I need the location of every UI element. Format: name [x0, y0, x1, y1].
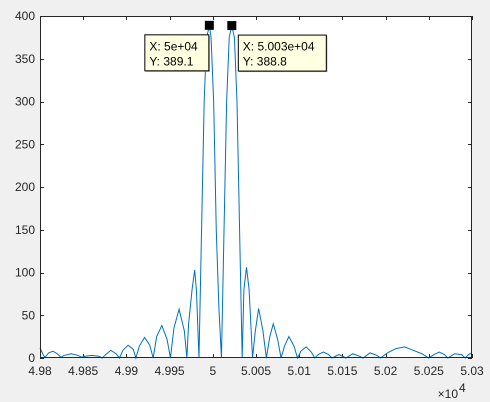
y-tick-label: 0 [28, 351, 35, 365]
datatip-box [237, 34, 327, 72]
datatip: X: 5e+04Y: 389.1 [144, 20, 214, 72]
datatip-marker [227, 21, 237, 31]
x-tick-label: 4.99 [115, 364, 139, 378]
x-exponent-label: ×10 [438, 387, 459, 401]
x-tick-label: 5.015 [327, 364, 357, 378]
tick-labels: 4.98 4.985 4.99 4.995 5 5.005 5.01 5.015 5.02 5.0… [15, 9, 484, 378]
datatip-x-text: X: 5e+04 [149, 39, 198, 53]
x-tick-label: 5 [209, 364, 216, 378]
x-tick-label: 5.03 [460, 364, 484, 378]
y-tick-label: 150 [15, 223, 35, 237]
x-tick-label: 5.025 [414, 364, 444, 378]
y-tick-label: 250 [15, 137, 35, 151]
datatip-y-text: Y: 388.8 [243, 55, 287, 69]
series-line [39, 25, 473, 360]
y-tick-label: 300 [15, 95, 35, 109]
datatip-marker [204, 20, 214, 30]
datatip-y-text: Y: 389.1 [149, 54, 193, 68]
y-tick-label: 50 [22, 308, 36, 322]
y-tick-label: 400 [15, 9, 35, 23]
x-tick-label: 5.02 [374, 364, 398, 378]
y-tick-label: 100 [15, 266, 35, 280]
axes-box [40, 16, 472, 358]
datatip-box [144, 34, 210, 72]
datatip: X: 5.003e+04Y: 388.8 [227, 21, 328, 73]
y-tick-label: 350 [15, 52, 35, 66]
x-tick-label: 4.98 [28, 364, 52, 378]
datatip-x-text: X: 5.003e+04 [243, 40, 315, 54]
x-tick-label: 4.995 [155, 364, 185, 378]
x-tick-label: 4.985 [68, 364, 98, 378]
x-tick-label: 5.01 [288, 364, 312, 378]
x-tick-label: 5.005 [241, 364, 271, 378]
datatips: X: 5e+04Y: 389.1X: 5.003e+04Y: 388.8 [144, 20, 328, 73]
x-exponent-power: 4 [459, 381, 466, 395]
axes-background [40, 16, 472, 358]
y-tick-label: 200 [15, 180, 35, 194]
